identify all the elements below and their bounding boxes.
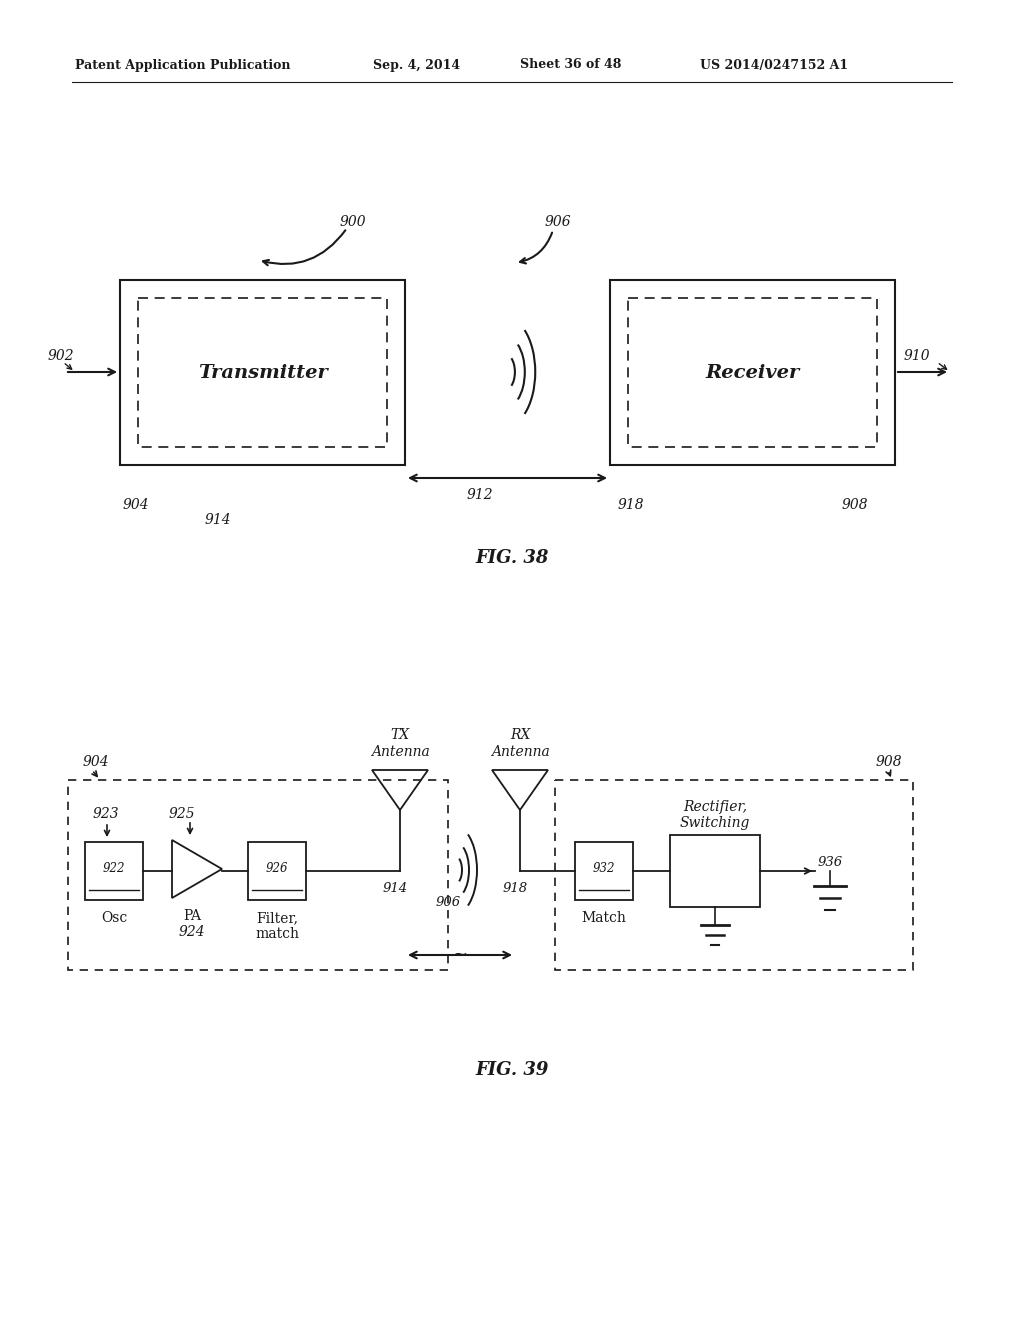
Bar [610, 280, 895, 465]
Text: Osc: Osc [101, 911, 127, 925]
Text: FIG. 39: FIG. 39 [475, 1061, 549, 1078]
Bar [575, 842, 633, 900]
Text: Rectifier,: Rectifier, [683, 800, 746, 814]
Bar [138, 298, 387, 447]
Text: 908: 908 [842, 498, 868, 512]
Text: 906: 906 [545, 215, 571, 228]
Text: Antenna: Antenna [490, 744, 549, 759]
Text: 924: 924 [178, 925, 206, 939]
Bar [670, 836, 760, 907]
Text: Sep. 4, 2014: Sep. 4, 2014 [373, 58, 460, 71]
Text: RX: RX [510, 729, 530, 742]
Text: match: match [255, 927, 299, 941]
Bar [120, 280, 406, 465]
Text: 918: 918 [503, 883, 527, 895]
Text: Filter,: Filter, [256, 911, 298, 925]
Text: Sheet 36 of 48: Sheet 36 of 48 [520, 58, 622, 71]
Text: Receiver: Receiver [706, 363, 800, 381]
Text: 918: 918 [618, 498, 645, 512]
Text: Match: Match [582, 911, 627, 925]
Text: 923: 923 [93, 807, 120, 821]
Text: Antenna: Antenna [371, 744, 429, 759]
Text: 914: 914 [205, 513, 231, 527]
Bar [85, 842, 143, 900]
Text: 932: 932 [593, 862, 615, 874]
Text: 902: 902 [48, 348, 75, 363]
Bar [628, 298, 877, 447]
Text: 912: 912 [467, 488, 494, 502]
Text: 926: 926 [266, 862, 288, 874]
Text: 914: 914 [382, 883, 408, 895]
Text: 910: 910 [904, 348, 931, 363]
Text: TX: TX [390, 729, 410, 742]
Text: Patent Application Publication: Patent Application Publication [75, 58, 291, 71]
Text: 908: 908 [876, 755, 902, 770]
Text: US 2014/0247152 A1: US 2014/0247152 A1 [700, 58, 848, 71]
Text: 906: 906 [435, 896, 461, 909]
Text: Transmitter: Transmitter [198, 363, 328, 381]
Text: PA: PA [183, 909, 201, 923]
Text: 936: 936 [818, 857, 843, 870]
Text: 925: 925 [169, 807, 196, 821]
Bar [248, 842, 306, 900]
Bar [68, 780, 449, 970]
Text: FIG. 38: FIG. 38 [475, 549, 549, 568]
Bar [555, 780, 913, 970]
Text: 900: 900 [340, 215, 367, 228]
Text: ~: ~ [453, 946, 468, 964]
Text: 904: 904 [83, 755, 110, 770]
Text: 904: 904 [123, 498, 150, 512]
Text: Switching: Switching [680, 816, 751, 830]
Text: 922: 922 [102, 862, 125, 874]
